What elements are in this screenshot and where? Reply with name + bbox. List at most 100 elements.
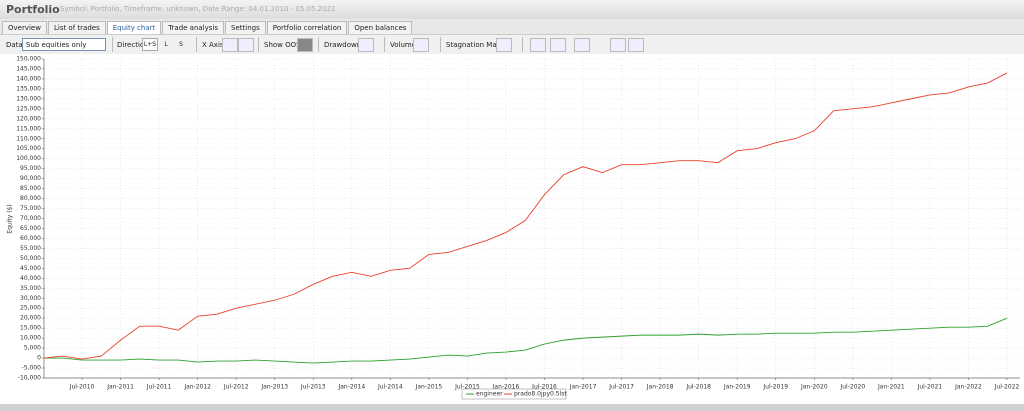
series-line <box>43 317 1008 364</box>
label: X Axis <box>202 41 224 49</box>
select-value: Sub equities only <box>26 41 87 49</box>
tab[interactable]: List of trades <box>47 21 106 34</box>
tab[interactable]: Settings <box>225 21 266 34</box>
y-tick-label: 5,000 <box>24 345 41 352</box>
tab[interactable]: Open balances <box>348 21 413 34</box>
x-tick-label: Jan-2021 <box>877 384 905 391</box>
y-tick-label: 55,000 <box>20 245 41 252</box>
label: Show OOS <box>264 41 301 49</box>
toolbar: Data Sub equities only Direction L+S L S… <box>0 34 1024 55</box>
x-tick-label: Jul-2010 <box>69 384 95 391</box>
button[interactable]: L <box>164 41 168 48</box>
label: Stagnation Marker <box>446 41 511 49</box>
y-tick-label: 20,000 <box>20 315 41 322</box>
y-tick-label: 25,000 <box>20 305 41 312</box>
chart: Equity ($) -10,000 -5,000 0 5,000 10,000 15,0… <box>0 54 1024 404</box>
icon-button[interactable] <box>496 38 512 52</box>
y-tick-label: 50,000 <box>20 255 41 262</box>
x-tick-label: Jul-2011 <box>146 384 172 391</box>
label: Data <box>6 41 23 49</box>
legend-label: prado8.0jpy0.5lst <box>514 391 567 398</box>
y-tick-label: 40,000 <box>20 275 41 282</box>
y-tick-label: 90,000 <box>20 175 41 182</box>
y-tick-label: 60,000 <box>20 235 41 242</box>
x-tick-label: Jul-2017 <box>608 384 634 391</box>
legend-box <box>461 388 567 400</box>
subtitle: Symbol: Portfolio, Timeframe: unknown, D… <box>60 5 336 13</box>
x-tick-label: Jul-2015 <box>454 384 480 391</box>
y-tick-label: 125,000 <box>16 105 41 112</box>
separator <box>522 37 523 52</box>
tab[interactable]: Equity chart <box>106 21 162 34</box>
title: Portfolio <box>6 3 60 16</box>
tab[interactable]: Trade analysis <box>162 21 225 34</box>
label: Drawdown <box>324 41 362 49</box>
separator <box>112 37 113 52</box>
header: Portfolio Symbol: Portfolio, Timeframe: … <box>0 0 1024 19</box>
select[interactable]: Sub equities only <box>22 38 106 51</box>
y-tick-label: -10,000 <box>18 375 41 382</box>
icon-button[interactable] <box>238 38 254 52</box>
icon-button[interactable] <box>222 38 238 52</box>
y-tick-label: 150,000 <box>16 56 41 63</box>
y-tick-label: 70,000 <box>20 215 41 222</box>
label: Volume <box>390 41 417 49</box>
y-tick-label: 100,000 <box>16 155 41 162</box>
y-tick-label: 75,000 <box>20 205 41 212</box>
separator <box>318 37 319 52</box>
icon-button[interactable] <box>358 38 374 52</box>
x-tick-label: Jan-2014 <box>337 384 365 391</box>
icon-button[interactable] <box>413 38 429 52</box>
y-tick-label: 135,000 <box>16 85 41 92</box>
y-tick-label: 120,000 <box>16 115 41 122</box>
y-tick-label: 115,000 <box>16 125 41 132</box>
separator <box>258 37 259 52</box>
x-tick-label: Jul-2018 <box>685 384 711 391</box>
y-axis-label: Equity ($) <box>7 204 14 233</box>
icon-button[interactable] <box>628 38 644 52</box>
y-tick-label: 30,000 <box>20 295 41 302</box>
separator <box>440 37 441 52</box>
y-tick-label: 35,000 <box>20 285 41 292</box>
button[interactable]: S <box>179 41 183 48</box>
icon-button[interactable] <box>530 38 546 52</box>
separator <box>384 37 385 52</box>
y-tick-label: 65,000 <box>20 225 41 232</box>
x-tick-label: Jan-2018 <box>646 384 674 391</box>
icon-button[interactable] <box>550 38 566 52</box>
tab[interactable]: Portfolio correlation <box>266 21 348 34</box>
x-tick-label: Jul-2020 <box>839 384 865 391</box>
tab[interactable]: Overview <box>2 21 47 34</box>
series-line <box>43 72 1008 360</box>
x-tick-label: Jan-2016 <box>492 384 520 391</box>
x-tick-label: Jan-2015 <box>415 384 443 391</box>
status-bar <box>0 404 1024 411</box>
y-tick-label: 130,000 <box>16 95 41 102</box>
x-tick-label: Jan-2012 <box>183 384 211 391</box>
x-tick-label: Jan-2019 <box>723 384 751 391</box>
y-tick-label: 15,000 <box>20 325 41 332</box>
y-tick-label: -5,000 <box>22 365 42 372</box>
x-tick-label: Jan-2022 <box>954 384 982 391</box>
separator <box>196 37 197 52</box>
y-tick-label: 140,000 <box>16 75 41 82</box>
x-tick-label: Jul-2021 <box>917 384 943 391</box>
label: Direction <box>117 41 149 49</box>
y-tick-label: 0 <box>37 355 41 362</box>
x-tick-label: Jul-2019 <box>762 384 788 391</box>
y-tick-label: 85,000 <box>20 185 41 192</box>
y-tick-label: 80,000 <box>20 195 41 202</box>
y-tick-label: 110,000 <box>16 135 41 142</box>
button[interactable]: L+S <box>142 38 158 51</box>
checkbox[interactable] <box>297 38 313 52</box>
x-tick-label: Jan-2017 <box>569 384 597 391</box>
x-tick-label: Jul-2014 <box>377 384 403 391</box>
y-tick-label: 105,000 <box>16 145 41 152</box>
icon-button[interactable] <box>574 38 590 52</box>
y-tick-label: 10,000 <box>20 335 41 342</box>
x-tick-label: Jul-2012 <box>223 384 249 391</box>
legend-label: engineer <box>476 391 503 398</box>
x-tick-label: Jul-2016 <box>531 384 557 391</box>
icon-button[interactable] <box>610 38 626 52</box>
x-tick-label: Jul-2022 <box>994 384 1020 391</box>
